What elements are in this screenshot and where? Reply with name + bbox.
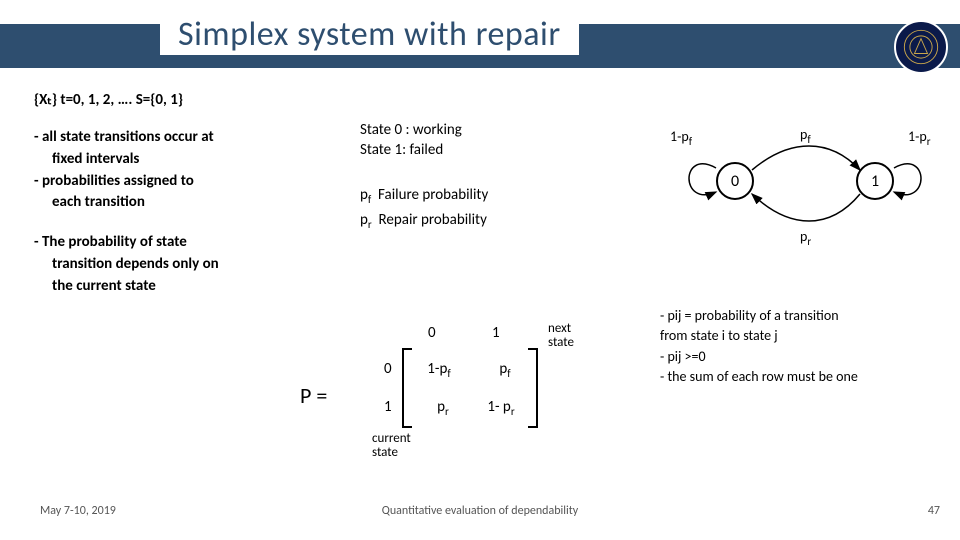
state-node-1: 1 xyxy=(856,162,894,200)
slide: Simplex system with repair {Xₜ} t=0, 1, … xyxy=(0,0,960,540)
current-state-label: currentstate xyxy=(372,432,411,461)
edge-0to1-label: pf xyxy=(800,126,811,146)
state-definitions: State 0 : working State 1: failed xyxy=(360,120,640,161)
bullet-group-2: - The probability of state transition de… xyxy=(34,232,334,297)
next-state-label: nextstate xyxy=(548,322,574,351)
bullet-text: - The probability of state xyxy=(34,233,187,251)
process-definition: {Xₜ} t=0, 1, 2, …. S={0, 1} xyxy=(34,90,334,109)
self-loop-0-label: 1-pf xyxy=(670,128,692,148)
matrix-cell-01: pf xyxy=(480,360,530,380)
matrix-col-0: 0 xyxy=(428,324,436,342)
bullet-text: fixed intervals xyxy=(34,149,334,171)
right-column: 0 1 1-pf 1-pr pf pr - pij = probability … xyxy=(660,120,950,387)
matrix-row-0: 0 xyxy=(384,360,392,378)
edge-1to0-label: pr xyxy=(800,228,811,248)
state-1-def: State 1: failed xyxy=(360,140,640,160)
content-area: {Xₜ} t=0, 1, 2, …. S={0, 1} - all state … xyxy=(0,90,960,494)
p-equals: P = xyxy=(300,382,327,409)
pf-symbol: pf xyxy=(360,186,371,204)
middle-column: State 0 : working State 1: failed pf Fai… xyxy=(360,120,640,234)
markov-chain-diagram: 0 1 1-pf 1-pr pf pr xyxy=(660,120,950,260)
matrix-cell-10: pr xyxy=(418,398,468,418)
bullet-text: the current state xyxy=(34,276,334,298)
pf-definition: pf Failure probability xyxy=(360,183,640,209)
pij-line-1: - pij = probability of a transition xyxy=(660,306,950,326)
matrix-cell-00: 1-pf xyxy=(414,360,464,380)
page-title: Simplex system with repair xyxy=(160,14,579,55)
footer-title: Quantitative evaluation of dependability xyxy=(0,504,960,518)
pij-line-2: from state i to state j xyxy=(660,326,950,346)
pr-symbol: pr xyxy=(360,211,372,229)
matrix-bracket-left-icon xyxy=(402,348,412,428)
bullet-text: - probabilities assigned to xyxy=(34,172,194,190)
matrix-col-1: 1 xyxy=(492,324,500,342)
university-logo-icon xyxy=(894,20,948,74)
pr-text: Repair probability xyxy=(379,211,487,229)
left-column: {Xₜ} t=0, 1, 2, …. S={0, 1} - all state … xyxy=(34,90,334,315)
self-loop-1-label: 1-pr xyxy=(908,128,931,148)
bullet-text: transition depends only on xyxy=(34,254,334,276)
transition-matrix: P = 0 1 nextstate 0 1 1-pf pf pr 1- pr c… xyxy=(300,320,630,470)
footer: May 7-10, 2019 Quantitative evaluation o… xyxy=(0,504,960,528)
state-0-def: State 0 : working xyxy=(360,120,640,140)
bullet-group-1: - all state transitions occur at fixed i… xyxy=(34,127,334,214)
title-bar: Simplex system with repair xyxy=(0,14,960,66)
pr-definition: pr Repair probability xyxy=(360,208,640,234)
matrix-row-1: 1 xyxy=(384,398,392,416)
pij-line-4: - the sum of each row must be one xyxy=(660,367,950,387)
matrix-cell-11: 1- pr xyxy=(476,398,526,418)
pij-notes: - pij = probability of a transition from… xyxy=(660,306,950,387)
state-node-0: 0 xyxy=(716,162,754,200)
pf-text: Failure probability xyxy=(378,186,488,204)
bullet-text: - all state transitions occur at xyxy=(34,128,214,146)
pij-line-3: - pij >=0 xyxy=(660,347,950,367)
page-number: 47 xyxy=(928,504,940,518)
probability-definitions: pf Failure probability pr Repair probabi… xyxy=(360,183,640,234)
bullet-text: each transition xyxy=(34,192,334,214)
